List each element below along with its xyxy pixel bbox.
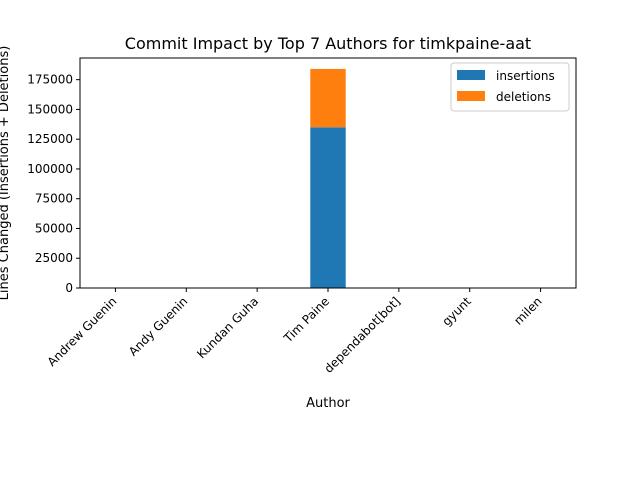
bar-insertions-3 <box>310 127 346 289</box>
x-axis-label: Author <box>306 396 350 411</box>
bar-deletions-3 <box>310 68 346 128</box>
legend-swatch-deletions <box>457 91 485 101</box>
legend-swatch-insertions <box>457 70 485 80</box>
y-tick-label: 175000 <box>27 73 73 87</box>
chart-title: Commit Impact by Top 7 Authors for timkp… <box>125 34 531 53</box>
y-tick-label: 25000 <box>35 251 73 265</box>
plot-area <box>97 68 559 289</box>
y-axis: 0 25000 50000 75000 100000 125000 150000 175000 <box>27 73 80 295</box>
y-tick-label: 50000 <box>35 221 73 235</box>
y-tick-label: 0 <box>65 281 73 295</box>
y-tick-label: 125000 <box>27 132 73 146</box>
legend-label-deletions: deletions <box>496 90 551 104</box>
legend-label-insertions: insertions <box>496 69 555 83</box>
y-tick-label: 150000 <box>27 102 73 116</box>
y-tick-label: 75000 <box>35 192 73 206</box>
y-tick-label: 100000 <box>27 162 73 176</box>
y-axis-label: Lines Changed (Insertions + Deletions) <box>0 46 12 301</box>
legend: insertions deletions <box>450 62 570 112</box>
